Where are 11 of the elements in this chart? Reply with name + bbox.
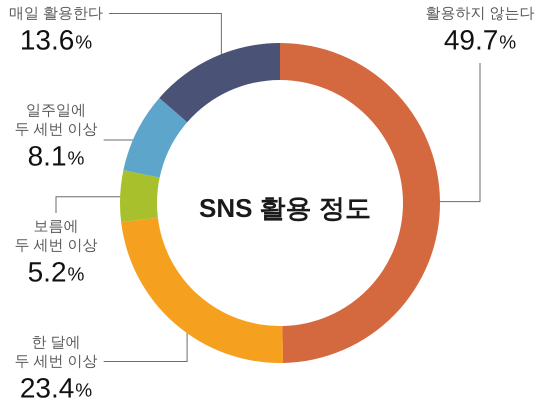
slice-label: 한 달에 두 세번 이상: [14, 334, 98, 370]
slice-label: 활용하지 않는다: [425, 5, 535, 22]
data-label: 23.4%: [20, 372, 92, 404]
text: SNS 활용 정도: [199, 193, 371, 223]
slice-label: 매일 활용한다: [8, 5, 104, 22]
slice-label: 일주일에 두 세번 이상: [14, 102, 98, 138]
data-label: 8.1%: [28, 140, 85, 172]
data-label: 49.7%: [444, 24, 516, 56]
slice-label: 보름에 두 세번 이상: [14, 218, 98, 254]
data-label: 13.6%: [20, 24, 92, 56]
data-label: 5.2%: [28, 256, 85, 288]
